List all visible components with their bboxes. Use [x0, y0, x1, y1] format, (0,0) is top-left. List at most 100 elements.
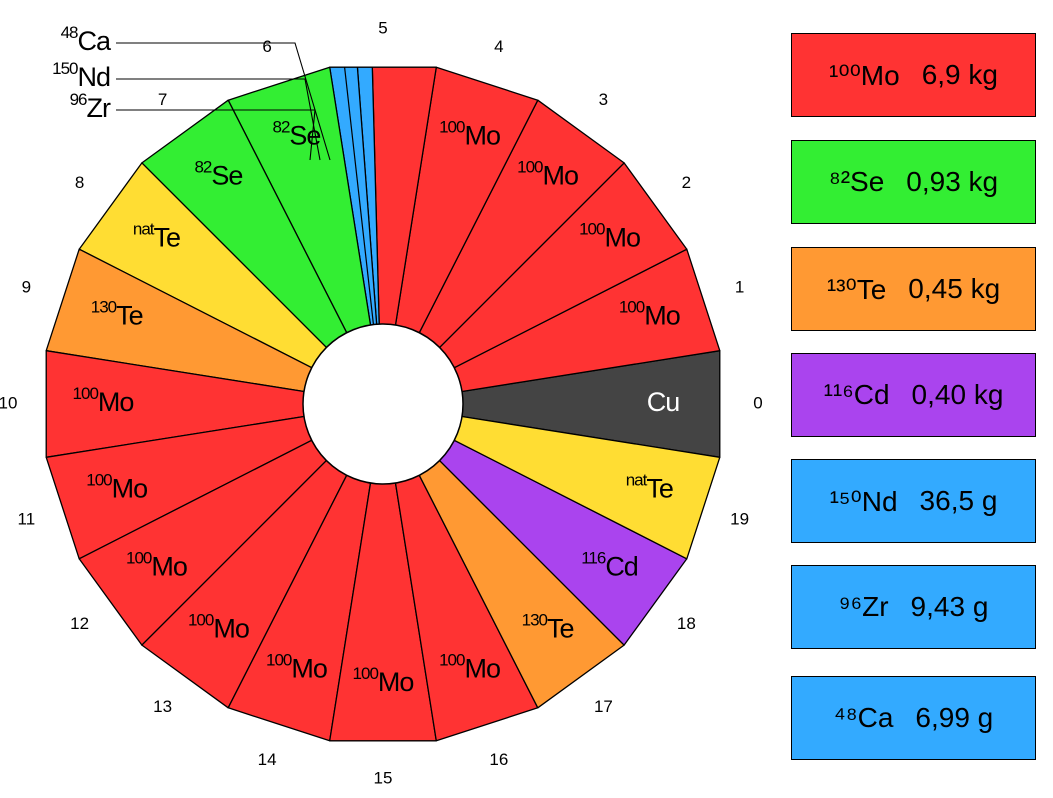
sector-6-label-base: Se	[289, 121, 320, 151]
sector-1-label-base: Mo	[644, 301, 680, 331]
legend-mass: 0,93 kg	[906, 166, 999, 197]
sector-15-label: 100Mo	[353, 664, 414, 697]
legend-isotope: ¹³⁰Te	[826, 273, 887, 305]
sector-number-14: 14	[258, 750, 277, 769]
sector-9-label-sup: 130	[91, 298, 117, 317]
sector-11-label-base: Mo	[112, 474, 148, 504]
legend-box-5: ⁹⁶Zr 9,43 g	[791, 565, 1036, 649]
legend-box-4: ¹⁵⁰Nd 36,5 g	[791, 459, 1036, 543]
callout-label-nd: 150Nd	[52, 59, 110, 92]
sector-18-label-base: Cd	[605, 552, 638, 582]
sector-3-label: 100Mo	[517, 158, 578, 191]
sector-number-2: 2	[682, 173, 691, 192]
sector-0-label-base: Cu	[647, 387, 680, 417]
legend-mass: 6,99 g	[915, 702, 994, 733]
sector-6-label-sup: 82	[272, 118, 289, 137]
sector-number-9: 9	[22, 278, 31, 297]
sector-13-label-base: Mo	[213, 614, 249, 644]
legend-isotope: ⁹⁶Zr	[838, 591, 889, 622]
sector-6-label: 82Se	[272, 118, 320, 151]
leader-line-zr	[116, 109, 316, 161]
legend-box-6: ⁴⁸Ca 6,99 g	[791, 676, 1036, 760]
sector-15-label-base: Mo	[378, 667, 414, 697]
sector-19-label: natTe	[626, 471, 673, 504]
sector-12-label-sup: 100	[126, 549, 152, 568]
callout-sup: 96	[70, 90, 87, 109]
sector-labels: Cu100Mo100Mo100Mo100Mo82Se82SenatTe130Te…	[52, 23, 681, 697]
sector-18-label-sup: 116	[581, 549, 606, 568]
sector-3-label-sup: 100	[517, 158, 543, 177]
legend-mass: 9,43 g	[910, 591, 989, 622]
sector-number-0: 0	[753, 393, 762, 412]
callout-base: Ca	[77, 26, 111, 56]
sector-5-zr96-strip	[343, 67, 375, 326]
sector-18-label: 116Cd	[581, 549, 638, 582]
sector-10-label: 100Mo	[73, 384, 134, 417]
sector-group	[45, 66, 721, 742]
sector-16-label-base: Mo	[464, 653, 500, 683]
sector-number-3: 3	[599, 90, 608, 109]
sector-10-label-base: Mo	[98, 387, 134, 417]
sector-number-8: 8	[75, 173, 84, 192]
legend-box-2: ¹³⁰Te 0,45 kg	[791, 247, 1036, 331]
sector-4-label-sup: 100	[439, 118, 465, 137]
sector-7-label: 82Se	[194, 158, 242, 191]
sector-14-label-base: Mo	[291, 653, 327, 683]
sector-1-label-sup: 100	[619, 298, 645, 317]
sector-number-13: 13	[153, 697, 172, 716]
sector-number-19: 19	[730, 509, 749, 528]
sector-14-label: 100Mo	[266, 651, 327, 684]
sector-2-label: 100Mo	[579, 220, 640, 253]
sector-number-17: 17	[594, 697, 613, 716]
sector-17-label-sup: 130	[522, 611, 548, 630]
leader-line-nd	[116, 78, 321, 161]
sector-8-label: natTe	[133, 220, 180, 253]
sector-9-label: 130Te	[91, 298, 143, 331]
sector-number-15: 15	[374, 768, 393, 787]
sector-17-label: 130Te	[522, 611, 574, 644]
legend-mass: 36,5 g	[919, 485, 998, 516]
sector-0-label: Cu	[647, 387, 680, 417]
sector-number-1: 1	[735, 278, 744, 297]
sector-1-label: 100Mo	[619, 298, 680, 331]
sector-3-label-base: Mo	[543, 161, 579, 191]
central-hole	[302, 323, 464, 485]
sector-4-label: 100Mo	[439, 118, 500, 151]
legend-box-1: ⁸²Se 0,93 kg	[791, 140, 1036, 224]
sector-7-label-base: Se	[211, 161, 242, 191]
legend-mass: 0,45 kg	[908, 273, 1001, 304]
sector-13-label: 100Mo	[188, 611, 249, 644]
sector-16-label-sup: 100	[439, 651, 465, 670]
sector-11-label-sup: 100	[86, 471, 112, 490]
sector-7-label-sup: 82	[194, 158, 211, 177]
legend-box-3: ¹¹⁶Cd 0,40 kg	[791, 353, 1036, 437]
sector-number-11: 11	[18, 509, 36, 528]
sector-12-label-base: Mo	[151, 552, 187, 582]
sector-19-label-base: Te	[646, 474, 673, 504]
legend-isotope: ⁴⁸Ca	[833, 702, 894, 733]
sector-16-label: 100Mo	[439, 651, 500, 684]
sector-17-label-base: Te	[547, 614, 574, 644]
sector-number-12: 12	[70, 614, 89, 633]
legend-isotope: ⁸²Se	[828, 166, 885, 197]
callout-base: Zr	[87, 93, 111, 123]
sector-14-label-sup: 100	[266, 651, 292, 670]
sector-2-label-base: Mo	[604, 223, 640, 253]
sector-number-18: 18	[677, 614, 696, 633]
legend-mass: 6,9 kg	[921, 59, 998, 90]
sector-8-label-base: Te	[154, 223, 181, 253]
legend-isotope: ¹⁵⁰Nd	[829, 485, 898, 517]
callout-base: Nd	[77, 62, 110, 92]
sector-9-label-base: Te	[116, 301, 143, 331]
callout-label-zr: 96Zr	[70, 90, 111, 123]
leader-lines	[116, 42, 331, 161]
sector-8-label-sup: nat	[133, 220, 155, 239]
sector-10-label-sup: 100	[73, 384, 99, 403]
sector-19-label-sup: nat	[626, 471, 648, 490]
legend-box-0: ¹⁰⁰Mo 6,9 kg	[791, 33, 1036, 117]
legend-isotope: ¹⁰⁰Mo	[829, 59, 900, 91]
sector-15-label-sup: 100	[353, 664, 379, 683]
callout-sup: 48	[61, 23, 78, 42]
